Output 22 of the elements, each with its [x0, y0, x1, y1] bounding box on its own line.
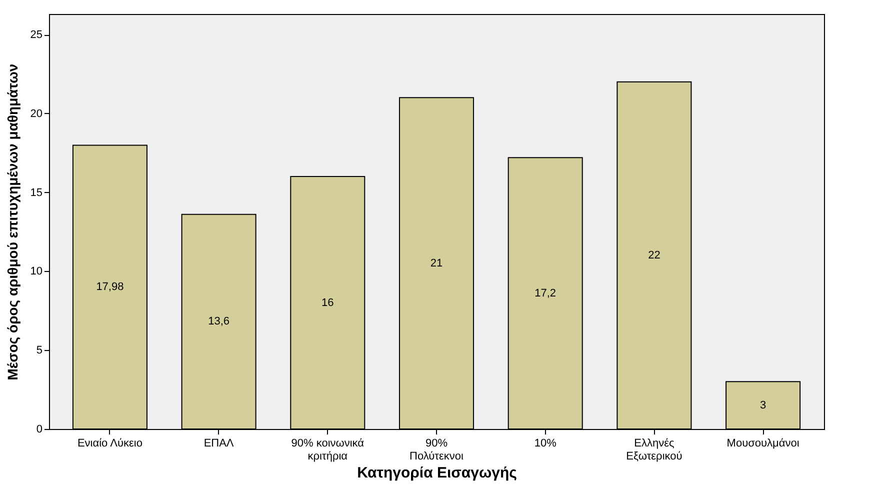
data-label: 22: [648, 249, 660, 262]
y-tick-label: 10: [30, 266, 42, 278]
x-tick-label: 90% κοινωνικά κριτήρια: [291, 438, 365, 462]
x-tick-label: 90% Πολύτεκνοι: [410, 438, 464, 462]
y-tick-label: 15: [30, 186, 42, 199]
data-label: 17,2: [534, 287, 556, 300]
x-tick-label: Μουσουλμάνοι: [726, 438, 800, 450]
x-axis-title: Κατηγορία Εισαγωγής: [357, 464, 518, 482]
y-tick-label: 0: [36, 424, 42, 436]
data-label: 21: [430, 257, 443, 270]
x-tick-label: 10%: [534, 438, 557, 450]
x-tick-label: ΕΠΑΛ: [204, 438, 234, 450]
data-label: 17,98: [96, 281, 124, 294]
y-tick-label: 25: [30, 29, 42, 42]
y-tick-label: 20: [30, 108, 42, 120]
x-tick-label: Ελληνές Εξωτερικού: [626, 438, 682, 462]
x-tick-label: Ενιαίο Λύκειο: [77, 438, 142, 450]
y-axis-title: Μέσος όρος αριθμού επιτυχημένων μαθημάτων: [4, 64, 20, 380]
data-label: 3: [760, 399, 766, 412]
y-tick-label: 5: [36, 344, 42, 357]
data-label: 13,6: [208, 316, 230, 328]
data-label: 16: [322, 296, 334, 309]
